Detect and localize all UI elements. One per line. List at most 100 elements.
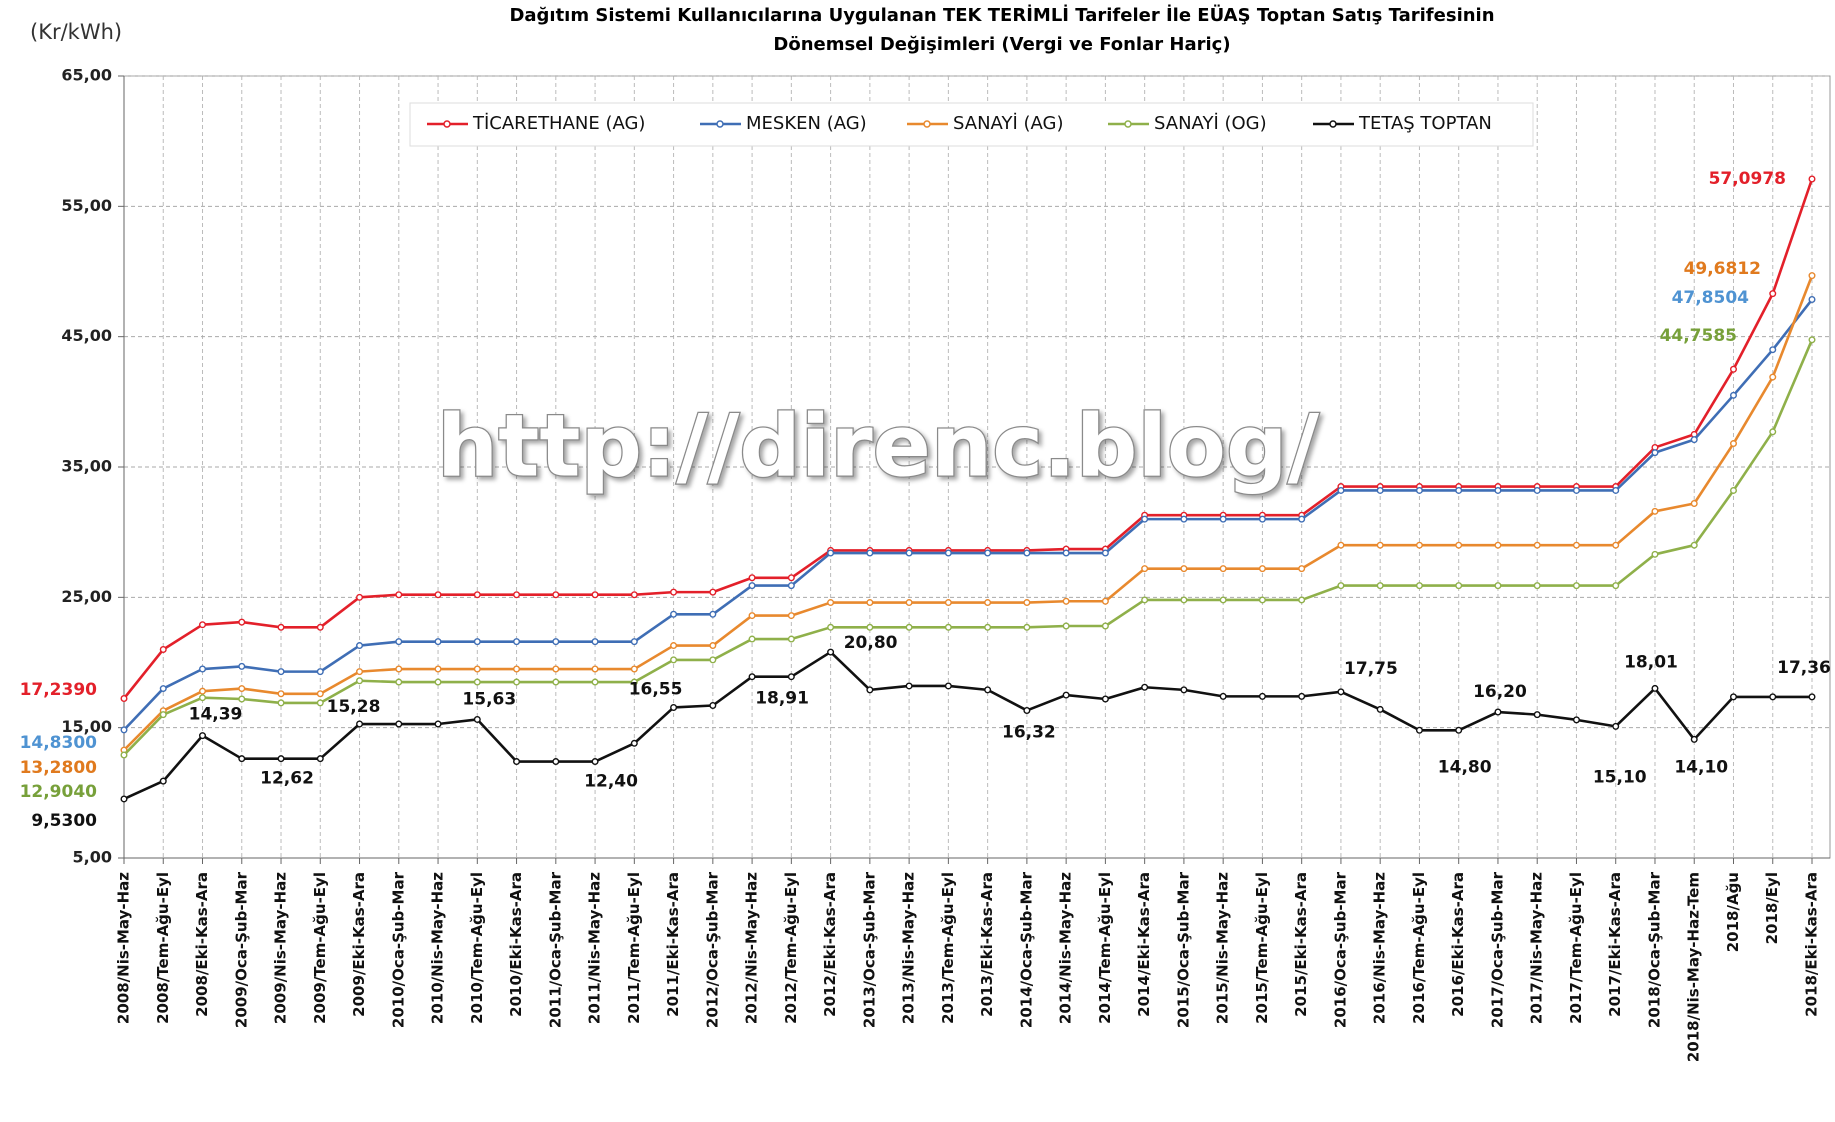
- data-point: [670, 656, 678, 664]
- legend-label: SANAYİ (AG): [953, 113, 1063, 134]
- data-point: [552, 591, 560, 599]
- data-point: [866, 599, 874, 607]
- x-tick-label: 2010/Oca-Şub-Mar: [389, 871, 407, 1028]
- data-point: [827, 623, 835, 631]
- data-point: [866, 686, 874, 694]
- data-point: [316, 668, 324, 676]
- series-line: [123, 298, 1814, 731]
- data-point: [1690, 735, 1698, 743]
- data-point: [1180, 515, 1188, 523]
- data-point: [1455, 726, 1463, 734]
- data-point: [277, 668, 285, 676]
- data-point: [1337, 486, 1345, 494]
- data-point: [905, 682, 913, 690]
- data-point: [827, 599, 835, 607]
- x-tick-label: 2017/Oca-Şub-Mar: [1488, 871, 1506, 1028]
- data-point: [1494, 582, 1502, 590]
- data-point: [1298, 565, 1306, 573]
- data-point: [159, 777, 167, 785]
- data-point: [630, 591, 638, 599]
- data-point: [199, 732, 207, 740]
- data-point: [827, 549, 835, 557]
- data-point: [748, 635, 756, 643]
- data-point: [1651, 550, 1659, 558]
- data-label: 17,36: [1777, 658, 1831, 678]
- x-tick-label: 2008/Tem-Ağu-Eyl: [154, 872, 172, 1024]
- data-point: [1062, 597, 1070, 605]
- data-point: [1376, 705, 1384, 713]
- data-point: [1729, 365, 1737, 373]
- data-point: [159, 645, 167, 653]
- data-point: [434, 591, 442, 599]
- data-label: 12,9040: [20, 782, 98, 802]
- data-point: [1651, 449, 1659, 457]
- x-tick-label: 2017/Nis-May-Haz: [1528, 872, 1546, 1024]
- series-line: [122, 178, 1814, 700]
- data-point: [1808, 336, 1816, 344]
- x-tick-label: 2009/Eki-Kas-Ara: [350, 872, 368, 1017]
- data-point: [1533, 486, 1541, 494]
- data-point: [1141, 565, 1149, 573]
- data-point: [670, 703, 678, 711]
- data-label: 44,7585: [1660, 326, 1737, 346]
- x-tick-label: 2015/Oca-Şub-Mar: [1174, 871, 1192, 1028]
- series-line: [123, 339, 1814, 756]
- data-point: [473, 638, 481, 646]
- data-label: 16,32: [1002, 722, 1056, 742]
- data-point: [1455, 541, 1463, 549]
- data-point: [1415, 541, 1423, 549]
- data-point: [1769, 346, 1777, 354]
- legend-marker: [716, 120, 724, 128]
- x-tick-label: 2017/Eki-Kas-Ara: [1606, 872, 1624, 1017]
- y-tick-label: 15,00: [61, 717, 112, 736]
- x-tick-label: 2018/Ağu: [1724, 872, 1742, 952]
- x-tick-label: 2018/Eyl: [1763, 872, 1781, 944]
- data-point: [1337, 541, 1345, 549]
- data-point: [434, 665, 442, 673]
- data-point: [238, 755, 246, 763]
- x-tick-label: 2015/Eki-Kas-Ara: [1292, 872, 1310, 1017]
- data-point: [1298, 692, 1306, 700]
- data-point: [552, 758, 560, 766]
- data-point: [395, 665, 403, 673]
- data-point: [1808, 693, 1816, 701]
- data-point: [395, 720, 403, 728]
- x-tick-label: 2009/Oca-Şub-Mar: [232, 871, 250, 1028]
- data-point: [316, 690, 324, 698]
- data-point: [1023, 706, 1031, 714]
- x-tick-label: 2011/Oca-Şub-Mar: [546, 871, 564, 1028]
- data-point: [1258, 515, 1266, 523]
- data-point: [316, 623, 324, 631]
- y-tick-label: 45,00: [61, 326, 112, 345]
- x-tick-label: 2011/Tem-Ağu-Eyl: [625, 872, 643, 1024]
- x-tick-label: 2016/Nis-May-Haz: [1371, 872, 1389, 1024]
- data-point: [238, 662, 246, 670]
- data-label: 15,63: [462, 689, 516, 709]
- data-point: [944, 682, 952, 690]
- data-point: [787, 574, 795, 582]
- data-point: [1769, 693, 1777, 701]
- data-point: [199, 621, 207, 629]
- data-point: [238, 685, 246, 693]
- data-point: [1455, 486, 1463, 494]
- data-point: [1612, 486, 1620, 494]
- data-point: [356, 720, 364, 728]
- x-tick-label: 2018/Nis-May-Haz-Tem: [1685, 872, 1703, 1062]
- data-label: 14,8300: [20, 733, 98, 753]
- data-point: [827, 648, 835, 656]
- legend-marker: [1124, 120, 1132, 128]
- data-point: [591, 591, 599, 599]
- legend-marker: [443, 120, 451, 128]
- data-point: [709, 588, 717, 596]
- data-point: [356, 677, 364, 685]
- data-point: [1494, 486, 1502, 494]
- x-tick-label: 2012/Eki-Kas-Ara: [821, 872, 839, 1017]
- data-point: [356, 668, 364, 676]
- data-point: [984, 623, 992, 631]
- data-point: [434, 720, 442, 728]
- data-point: [316, 755, 324, 763]
- data-label: 9,5300: [31, 811, 97, 831]
- data-point: [1141, 515, 1149, 523]
- x-tick-label: 2014/Eki-Kas-Ara: [1135, 872, 1153, 1017]
- data-point: [787, 673, 795, 681]
